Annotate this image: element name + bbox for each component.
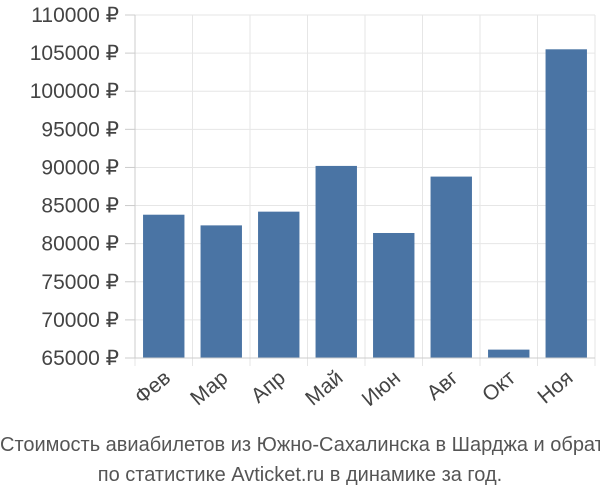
bar-chart: 65000 ₽ 70000 ₽ 75000 ₽ 80000 ₽ 85000 ₽ 90000… (30, 4, 596, 411)
y-tick-label: 100000 ₽ (30, 80, 119, 103)
x-tick-label: Июн (358, 366, 405, 411)
x-tick-label: Май (301, 366, 347, 410)
x-tick-label: Окт (478, 366, 520, 407)
bar-3 (258, 211, 300, 358)
y-tick-label: 90000 ₽ (41, 156, 119, 179)
bar-8 (545, 49, 587, 359)
x-tick-label: Авг (423, 366, 463, 405)
caption-line-2: по статистике Avticket.ru в динамике за … (97, 464, 503, 486)
x-tick-label: Фев (130, 366, 175, 409)
x-tick-labels: Фев Мар Апр Май Июн Авг Окт Ноя (130, 366, 577, 411)
x-tick-label: Мар (186, 366, 232, 410)
y-tick-label: 75000 ₽ (41, 271, 119, 294)
y-tick-label: 70000 ₽ (41, 309, 119, 332)
x-tick-label: Апр (247, 366, 290, 407)
bar-1 (143, 214, 185, 358)
bar-4 (315, 165, 357, 358)
bar-6 (430, 176, 472, 358)
y-tick-label: 65000 ₽ (41, 347, 119, 370)
bars (143, 49, 587, 359)
y-tick-label: 110000 ₽ (31, 4, 119, 27)
y-tick-label: 85000 ₽ (41, 195, 119, 218)
y-tick-label: 80000 ₽ (41, 233, 119, 256)
bar-7 (488, 349, 530, 358)
caption-line-1: Стоимость авиабилетов из Южно-Сахалинска… (0, 434, 600, 456)
y-tick-label: 105000 ₽ (30, 42, 119, 65)
y-tick-label: 95000 ₽ (41, 118, 119, 141)
bar-2 (200, 225, 242, 358)
y-tick-labels: 65000 ₽ 70000 ₽ 75000 ₽ 80000 ₽ 85000 ₽ 90000… (30, 4, 119, 370)
x-tick-label: Ноя (533, 366, 577, 408)
axes (125, 14, 595, 359)
chart-caption: Стоимость авиабилетов из Южно-Сахалинска… (0, 430, 600, 490)
bar-5 (373, 232, 415, 358)
